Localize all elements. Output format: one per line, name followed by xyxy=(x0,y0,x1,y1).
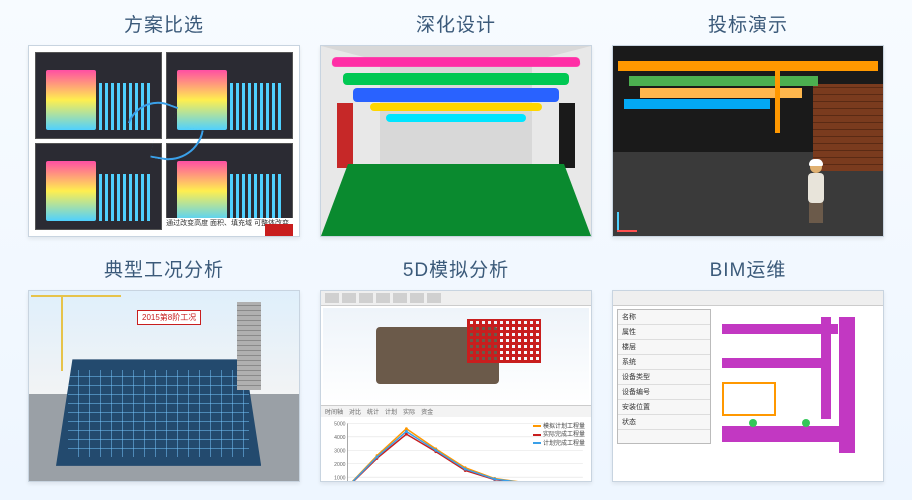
card-title: 典型工况分析 xyxy=(104,255,224,282)
thumbnail-5d-simulation: 时间轴对比统计计划实际资金 0100020003000400050002013年… xyxy=(320,290,592,482)
thumbnail-construction-analysis: 2015第8阶工况 xyxy=(28,290,300,482)
card-title: 方案比选 xyxy=(124,10,204,37)
card-bid-demo: 投标演示 xyxy=(612,10,884,237)
thumbnail-detailed-design xyxy=(320,45,592,237)
card-construction-analysis: 典型工况分析 2015第8阶工况 xyxy=(28,255,300,482)
thumbnail-scheme-compare: 通过改变高度 面积、填充域 可整体改变 xyxy=(28,45,300,237)
card-5d-simulation: 5D模拟分析 时间轴对比统计计划实际资金 0100020003000400050… xyxy=(320,255,592,482)
model-viewport xyxy=(323,308,589,403)
svg-text:5000: 5000 xyxy=(334,421,345,427)
svg-text:3000: 3000 xyxy=(334,448,345,454)
card-title: 5D模拟分析 xyxy=(403,255,509,282)
card-detailed-design: 深化设计 xyxy=(320,10,592,237)
property-panel: 名称属性楼层系统设备类型设备编号安装位置状态 xyxy=(617,309,711,444)
logo-stamp xyxy=(265,224,293,236)
app-toolbar xyxy=(321,291,591,306)
card-grid: 方案比选 通过改变高度 面积、填充域 可整体改变 深化设计 投标演示 xyxy=(0,0,912,500)
line-chart: 0100020003000400050002013年10月2013年11月201… xyxy=(323,419,589,482)
card-bim-om: BIM运维 名称属性楼层系统设备类型设备编号安装位置状态 xyxy=(612,255,884,482)
svg-text:1000: 1000 xyxy=(334,475,345,481)
axis-gizmo-icon xyxy=(617,208,641,232)
svg-text:2000: 2000 xyxy=(334,462,345,468)
card-title: BIM运维 xyxy=(710,255,787,282)
thumbnail-bid-demo xyxy=(612,45,884,237)
crane-icon xyxy=(61,295,63,371)
stage-tag: 2015第8阶工况 xyxy=(137,310,201,325)
chart-legend: 模拟计划工程量实际完成工程量计划完成工程量 xyxy=(533,423,585,448)
svg-text:4000: 4000 xyxy=(334,435,345,441)
app-toolbar xyxy=(613,291,883,306)
card-title: 深化设计 xyxy=(416,10,496,37)
avatar-icon xyxy=(803,159,829,225)
card-scheme-compare: 方案比选 通过改变高度 面积、填充域 可整体改变 xyxy=(28,10,300,237)
card-title: 投标演示 xyxy=(708,10,788,37)
status-bar: 时间轴对比统计计划实际资金 xyxy=(321,405,591,417)
thumbnail-bim-om: 名称属性楼层系统设备类型设备编号安装位置状态 xyxy=(612,290,884,482)
plan-canvas xyxy=(716,307,881,477)
